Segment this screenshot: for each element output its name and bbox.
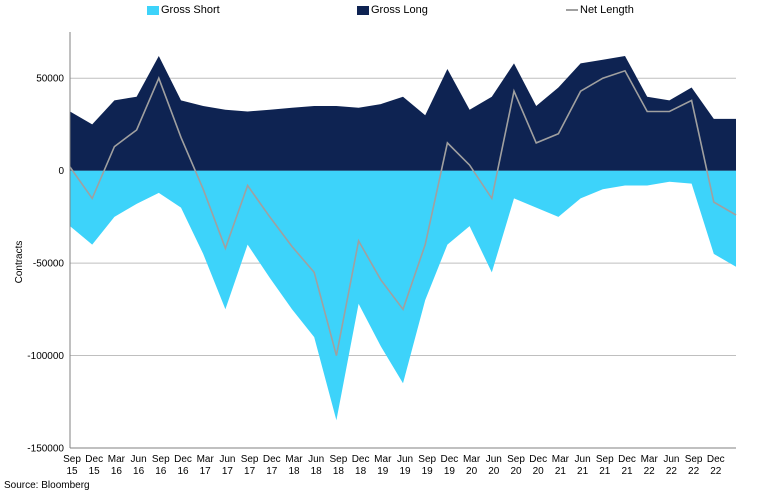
x-tick-year-18: 20 bbox=[466, 466, 478, 477]
legend-swatch-gross-long bbox=[357, 5, 369, 15]
x-tick-month-0: Sep bbox=[63, 454, 81, 465]
y-axis-label: Contracts bbox=[14, 241, 25, 284]
x-tick-month-28: Sep bbox=[685, 454, 703, 465]
y-tick-label-0: 50000 bbox=[36, 74, 64, 85]
legend-gross-short: Gross Short bbox=[147, 4, 220, 16]
x-tick-month-20: Sep bbox=[507, 454, 525, 465]
x-tick-year-28: 22 bbox=[688, 466, 700, 477]
x-tick-month-8: Sep bbox=[241, 454, 259, 465]
x-tick-year-5: 16 bbox=[177, 466, 189, 477]
x-tick-year-23: 21 bbox=[577, 466, 589, 477]
area-gross-long bbox=[70, 56, 736, 171]
x-tick-year-24: 21 bbox=[599, 466, 611, 477]
y-tick-labels: 50000 0 -50000 -100000 -150000 bbox=[27, 74, 64, 455]
legend-label-gross-short: Gross Short bbox=[161, 4, 220, 16]
x-tick-year-4: 16 bbox=[155, 466, 167, 477]
x-tick-month-24: Sep bbox=[596, 454, 614, 465]
x-tick-month-23: Jun bbox=[575, 454, 591, 465]
x-tick-year-29: 22 bbox=[710, 466, 722, 477]
x-tick-month-25: Dec bbox=[618, 454, 636, 465]
x-tick-labels: Sep15Dec15Mar16Jun16Sep16Dec16Mar17Jun17… bbox=[63, 454, 725, 477]
legend-label-gross-long: Gross Long bbox=[371, 4, 428, 16]
x-tick-year-3: 16 bbox=[133, 466, 145, 477]
x-tick-month-5: Dec bbox=[174, 454, 192, 465]
legend-gross-long: Gross Long bbox=[357, 4, 428, 16]
line-net-length bbox=[69, 69, 737, 356]
y-tick-label-3: -100000 bbox=[27, 351, 64, 362]
x-tick-month-29: Dec bbox=[707, 454, 725, 465]
x-tick-year-20: 20 bbox=[510, 466, 522, 477]
x-tick-month-6: Mar bbox=[197, 454, 215, 465]
x-tick-month-12: Sep bbox=[330, 454, 348, 465]
x-tick-year-2: 16 bbox=[111, 466, 123, 477]
x-tick-month-13: Dec bbox=[352, 454, 370, 465]
x-tick-year-26: 22 bbox=[644, 466, 656, 477]
x-tick-month-22: Mar bbox=[552, 454, 570, 465]
axes bbox=[69, 32, 736, 449]
x-tick-year-16: 19 bbox=[422, 466, 434, 477]
x-tick-year-21: 20 bbox=[533, 466, 545, 477]
x-tick-month-4: Sep bbox=[152, 454, 170, 465]
legend-net-length: Net Length bbox=[566, 4, 634, 16]
x-tick-year-12: 18 bbox=[333, 466, 345, 477]
x-tick-month-7: Jun bbox=[219, 454, 235, 465]
x-tick-year-10: 18 bbox=[288, 466, 300, 477]
x-tick-month-14: Mar bbox=[374, 454, 392, 465]
x-tick-year-6: 17 bbox=[200, 466, 212, 477]
x-tick-year-14: 19 bbox=[377, 466, 389, 477]
x-tick-year-0: 15 bbox=[66, 466, 78, 477]
x-tick-year-17: 19 bbox=[444, 466, 456, 477]
x-tick-year-25: 21 bbox=[621, 466, 633, 477]
legend-line-net-length bbox=[566, 9, 578, 11]
x-tick-month-1: Dec bbox=[85, 454, 103, 465]
x-tick-year-13: 18 bbox=[355, 466, 367, 477]
area-gross-short bbox=[70, 170, 736, 421]
x-tick-month-17: Dec bbox=[441, 454, 459, 465]
source-note: Source: Bloomberg bbox=[4, 480, 90, 491]
x-tick-month-3: Jun bbox=[131, 454, 147, 465]
x-tick-month-19: Jun bbox=[486, 454, 502, 465]
x-tick-month-10: Mar bbox=[285, 454, 303, 465]
x-tick-year-9: 17 bbox=[266, 466, 278, 477]
x-tick-year-8: 17 bbox=[244, 466, 256, 477]
x-tick-month-2: Mar bbox=[108, 454, 126, 465]
y-tick-label-4: -150000 bbox=[27, 444, 64, 455]
x-tick-month-26: Mar bbox=[641, 454, 659, 465]
x-tick-month-9: Dec bbox=[263, 454, 281, 465]
legend-label-net-length: Net Length bbox=[580, 4, 634, 16]
y-tick-label-1: 0 bbox=[58, 166, 64, 177]
x-tick-year-11: 18 bbox=[311, 466, 323, 477]
x-tick-year-1: 15 bbox=[89, 466, 101, 477]
x-tick-year-27: 22 bbox=[666, 466, 678, 477]
y-tick-label-2: -50000 bbox=[33, 259, 65, 270]
x-tick-month-21: Dec bbox=[529, 454, 547, 465]
x-tick-year-19: 20 bbox=[488, 466, 500, 477]
x-tick-year-22: 21 bbox=[555, 466, 567, 477]
x-tick-year-7: 17 bbox=[222, 466, 234, 477]
x-tick-month-27: Jun bbox=[663, 454, 679, 465]
x-tick-year-15: 19 bbox=[399, 466, 411, 477]
x-tick-month-16: Sep bbox=[418, 454, 436, 465]
x-tick-month-11: Jun bbox=[308, 454, 324, 465]
x-tick-month-15: Jun bbox=[397, 454, 413, 465]
legend-swatch-gross-short bbox=[147, 5, 159, 15]
legend: Gross Short Gross Long Net Length bbox=[0, 4, 770, 20]
areas bbox=[69, 56, 737, 421]
x-tick-month-18: Mar bbox=[463, 454, 481, 465]
